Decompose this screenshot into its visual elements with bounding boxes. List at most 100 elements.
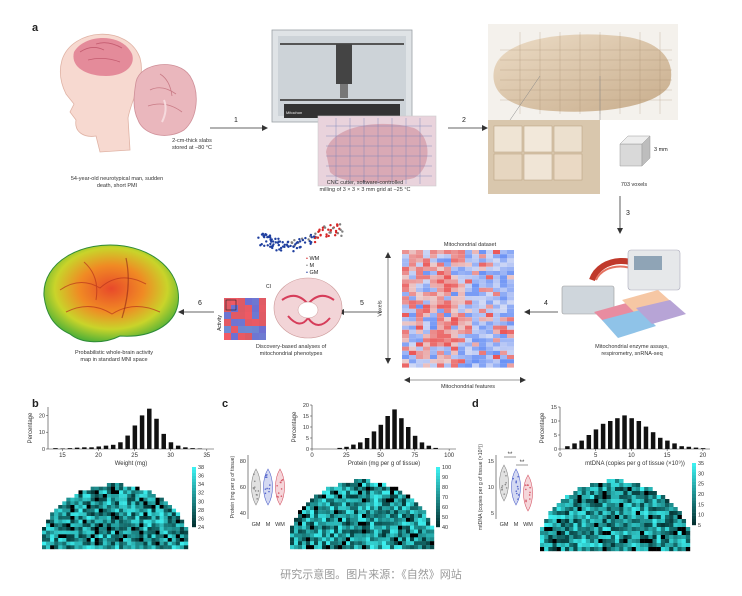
voxel-cell — [175, 545, 181, 550]
activity-heatmap-cell — [224, 312, 231, 319]
ci-label: CI — [266, 284, 271, 290]
voxel-cell — [298, 529, 303, 534]
voxel-cell — [569, 499, 574, 504]
scatter-point — [265, 240, 268, 243]
heatmap-cell — [416, 363, 423, 368]
y-tick-label: 15 — [303, 414, 309, 420]
scatter-point — [329, 229, 332, 233]
violin-point — [529, 498, 531, 500]
heatmap-cell — [479, 317, 486, 322]
voxel-cell — [58, 508, 63, 513]
voxel-cell — [362, 486, 367, 491]
voxel-cell — [326, 514, 331, 519]
voxel-cell — [82, 516, 87, 520]
heatmap-cell — [423, 300, 430, 305]
histogram-bar — [658, 437, 663, 449]
voxel-cell — [602, 487, 607, 492]
voxel-cell — [430, 525, 435, 530]
voxel-cell — [167, 519, 172, 524]
voxel-cell — [98, 541, 104, 546]
voxel-cell — [78, 545, 83, 550]
heatmap-cell — [465, 346, 472, 351]
voxel-cell — [635, 511, 641, 516]
voxel-cell — [602, 539, 607, 544]
voxel-cell — [98, 523, 104, 528]
colorbar-tick-label: 25 — [698, 482, 704, 488]
scatter-point — [283, 245, 286, 249]
voxel-cell — [86, 534, 91, 539]
assays-caption: Mitochondrial enzyme assays, respirometr… — [595, 344, 669, 357]
voxel-cell — [606, 523, 612, 528]
voxel-cell — [74, 530, 79, 535]
voxel-cell — [115, 494, 120, 498]
voxel-cell — [623, 507, 628, 512]
voxel-cell — [62, 530, 67, 535]
voxel-cell — [110, 541, 116, 546]
histogram-bar — [175, 445, 181, 449]
heatmap-cell — [507, 334, 514, 339]
voxel-cell — [115, 527, 120, 531]
heatmap-cell — [437, 287, 444, 292]
heatmap-cell — [437, 308, 444, 313]
histogram-bar — [358, 442, 363, 449]
voxel-cell — [565, 547, 570, 552]
voxel-cell — [577, 547, 582, 552]
voxel-cell — [548, 519, 553, 524]
voxel-cell — [159, 523, 164, 528]
heatmap-cell — [472, 287, 479, 292]
voxel-cell — [615, 499, 620, 504]
histogram-bar — [622, 415, 627, 449]
heatmap-cell — [493, 254, 500, 259]
voxel-cell — [382, 525, 387, 530]
voxel-cell — [139, 490, 144, 495]
heatmap-cell — [479, 250, 486, 255]
voxel-cell — [615, 491, 620, 496]
voxel-cell — [623, 523, 628, 528]
violin-group-label: GM — [500, 522, 509, 528]
voxel-cell — [577, 527, 582, 532]
colorbar-segment — [692, 500, 696, 504]
voxel-cell — [623, 547, 628, 552]
voxel-cell — [78, 519, 83, 524]
voxel-cell — [644, 535, 649, 540]
scatter-point — [272, 243, 275, 246]
voxel-cell — [330, 494, 335, 499]
heatmap-cell — [493, 296, 500, 301]
voxel-cell — [310, 533, 315, 538]
heatmap-cell — [472, 359, 479, 364]
scatter-point — [335, 223, 339, 226]
voxel-cell — [66, 541, 71, 546]
voxel-cell — [139, 519, 144, 524]
heatmap-cell — [437, 325, 444, 330]
voxel-cell — [131, 519, 136, 524]
voxel-cell — [167, 512, 172, 517]
voxel-cell — [94, 534, 99, 539]
colorbar-segment — [692, 518, 696, 523]
heatmap-cell — [451, 308, 458, 313]
heatmap-cell — [444, 359, 451, 364]
voxel-cell — [346, 510, 351, 515]
voxel-cell — [127, 486, 132, 491]
heatmap-cell — [451, 338, 458, 343]
histogram-bar — [433, 447, 438, 449]
voxel-cell — [631, 531, 637, 536]
scatter-point — [309, 233, 313, 237]
voxel-cell — [78, 534, 83, 539]
heatmap-cell — [409, 350, 416, 355]
voxel-cell — [94, 486, 99, 491]
voxel-cell — [598, 535, 603, 540]
voxel-cell — [354, 517, 359, 522]
heatmap-cell — [500, 283, 507, 288]
voxel-cell — [569, 527, 574, 532]
voxel-cell — [374, 494, 379, 499]
voxel-cell — [590, 531, 595, 536]
heatmap-cell — [465, 287, 472, 292]
scatter-point — [277, 237, 280, 240]
voxel-cell — [656, 547, 662, 552]
voxel-cell — [90, 519, 95, 524]
voxel-cell — [652, 495, 657, 500]
heatmap-cell — [486, 334, 493, 339]
voxel-cell — [398, 498, 403, 503]
voxel-cell — [548, 511, 553, 516]
